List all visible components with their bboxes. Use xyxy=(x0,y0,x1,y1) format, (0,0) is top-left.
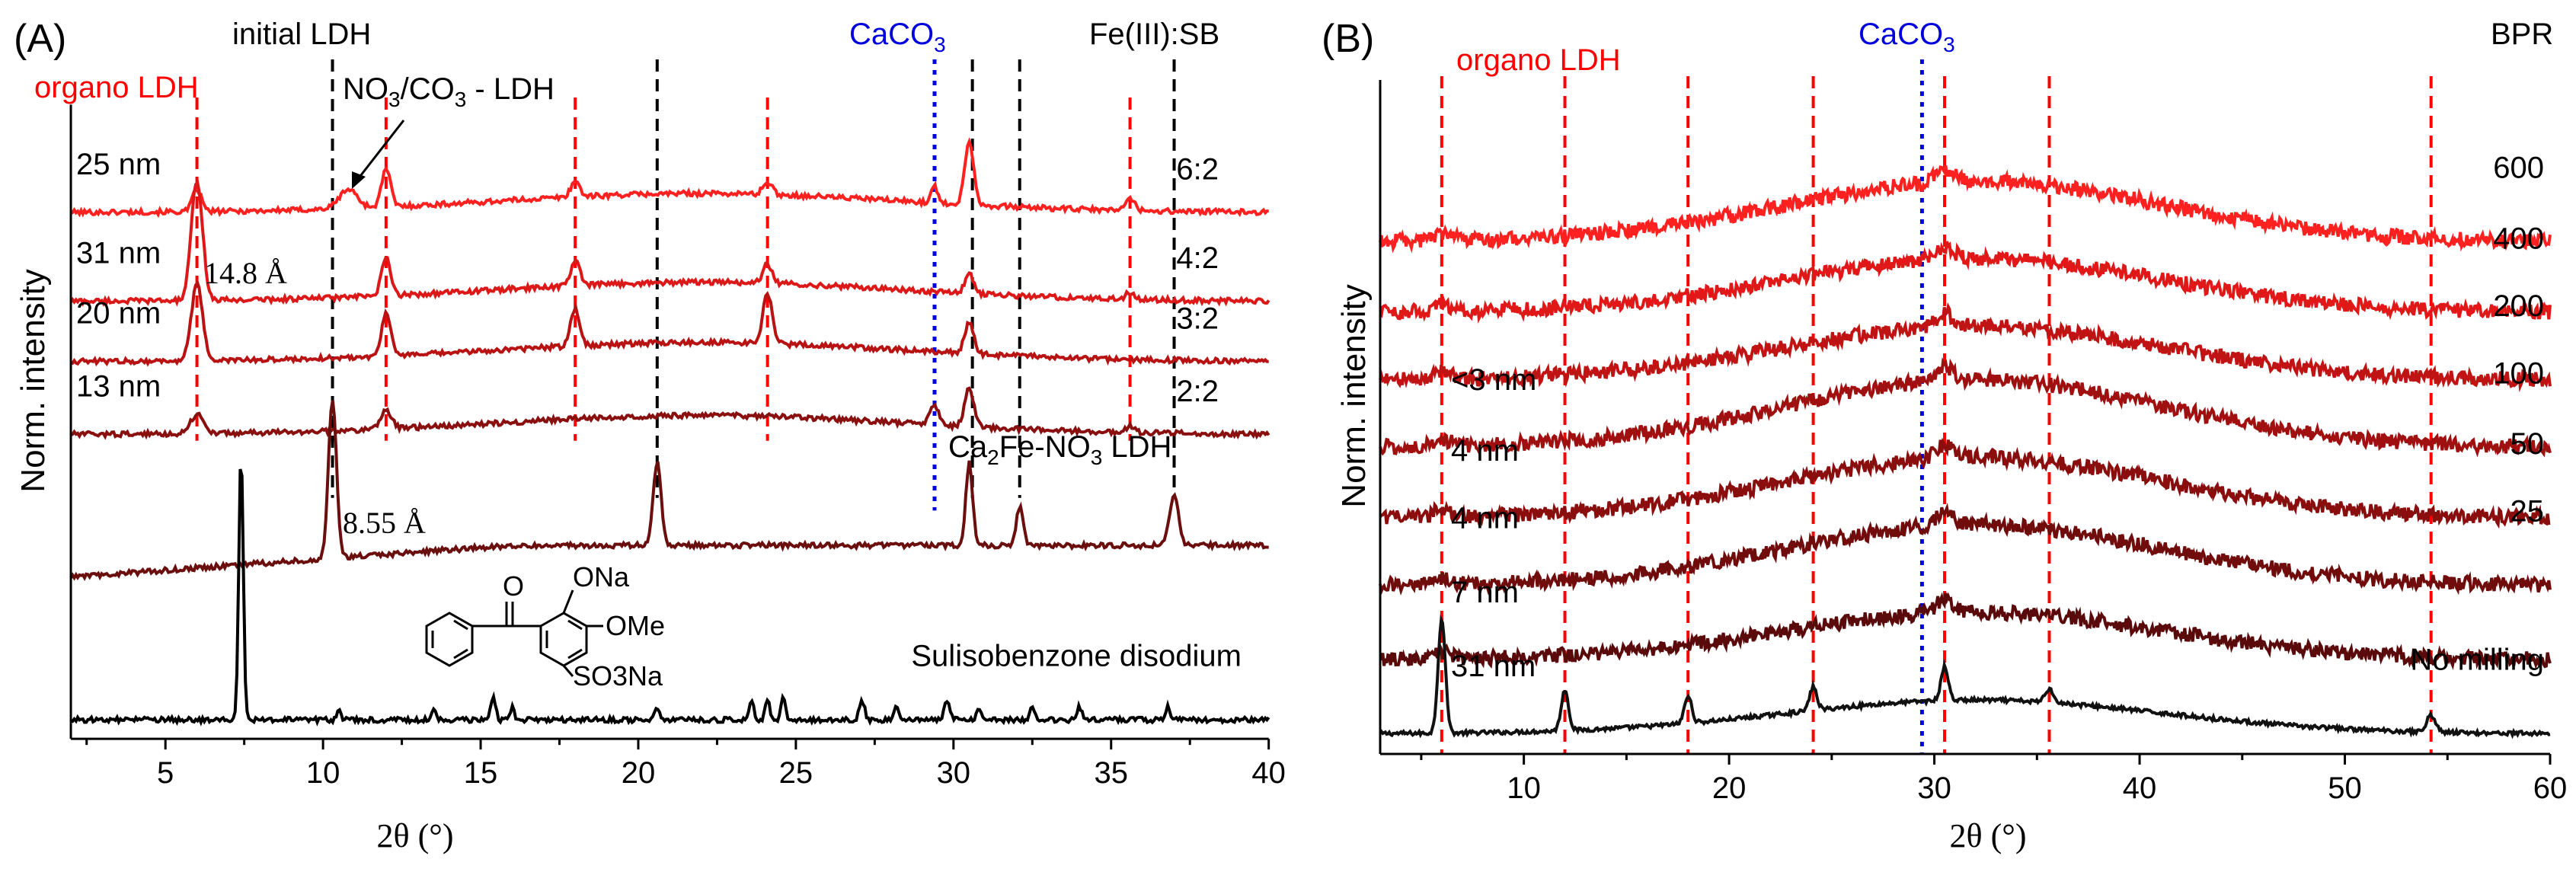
panel-a-crystallite-size: 25 nm xyxy=(76,148,161,181)
panel-a-x-tick-label: 15 xyxy=(464,756,498,790)
panel-a-axes xyxy=(69,104,1269,740)
panel-b-x-tick-label: 10 xyxy=(1507,771,1541,805)
panel-a: (A) initial LDH CaCO3 Fe(III):SB organo … xyxy=(14,17,1286,854)
panel-a-y-label: Norm. intensity xyxy=(14,269,52,492)
panel-a-series: 6:2 25 nm 4:2 31 nm 3:2 20 nm 2:2 13 nm Sulisobe… xyxy=(69,137,1270,727)
panel-b: (B) organo LDH CaCO3 BPR 600 400 200 100 <3 … xyxy=(1322,17,2567,854)
panel-a-crystallite-size: 20 nm xyxy=(76,297,161,331)
panel-a-nitrate-annotation: NO3/CO3 - LDH xyxy=(343,72,555,111)
molecule-carbonyl-o: O xyxy=(503,570,524,602)
panel-a-organo-header: organo LDH xyxy=(34,71,199,104)
panel-a-nitrate-arrowhead xyxy=(352,171,366,189)
panel-a-series-line xyxy=(69,400,1269,582)
panel-b-x-tick-label: 50 xyxy=(2328,771,2362,805)
panel-a-x-tick-label: 35 xyxy=(1095,756,1129,790)
panel-b-x-tick-label: 60 xyxy=(2533,771,2568,805)
panel-a-series-ratio-label: 4:2 xyxy=(1176,241,1219,275)
panel-b-series-bpr-label: No milling xyxy=(2410,643,2544,676)
sulisobenzone-structure xyxy=(425,589,603,677)
panel-b-series-bpr-label: 50 xyxy=(2510,427,2545,461)
panel-a-x-tick-label: 20 xyxy=(622,756,656,790)
panel-b-series-line xyxy=(1379,437,2551,529)
molecule-ona: ONa xyxy=(573,561,630,593)
panel-b-series-bpr-label: 25 xyxy=(2510,495,2545,529)
panel-b-label: (B) xyxy=(1322,17,1374,61)
panel-b-x-tick-label: 30 xyxy=(1917,771,1951,805)
panel-a-x-tick-label: 5 xyxy=(157,756,174,790)
panel-a-series-line xyxy=(70,137,1269,219)
panel-b-series-line xyxy=(1379,503,2552,596)
panel-a-x-tick-label: 40 xyxy=(1251,756,1286,790)
panel-a-series-line xyxy=(70,468,1270,727)
panel-b-x-tick-label: 40 xyxy=(2123,771,2157,805)
panel-b-series-bpr-label: 400 xyxy=(2493,222,2544,255)
panel-b-caco3-header: CaCO3 xyxy=(1858,18,1955,56)
panel-b-crystallite-size: <3 nm xyxy=(1451,363,1536,397)
panel-b-crystallite-size: 4 nm xyxy=(1451,502,1519,535)
panel-b-series-line xyxy=(1379,614,2551,739)
benzene-ring-left xyxy=(425,612,474,667)
panel-a-ratio-header: Fe(III):SB xyxy=(1089,18,1219,51)
panel-a-d-spacing-initial: 8.55 Å xyxy=(343,506,426,540)
panel-a-series-line xyxy=(70,279,1269,367)
panel-a-cafe-label: Ca2Fe-NO3 LDH xyxy=(948,430,1171,469)
panel-b-series-line xyxy=(1379,164,2552,254)
panel-b-axes xyxy=(1379,80,2550,755)
panel-a-d-spacing-organo: 14.8 Å xyxy=(204,256,287,290)
panel-b-series-line xyxy=(1379,241,2552,324)
panel-a-ticks: 5 10 15 20 25 30 35 40 xyxy=(85,739,1286,790)
panel-b-series-line xyxy=(1379,302,2552,393)
panel-b-series-bpr-label: 600 xyxy=(2493,151,2544,184)
panel-b-x-tick-label: 20 xyxy=(1712,771,1747,805)
panel-b-organo-header: organo LDH xyxy=(1456,43,1621,77)
panel-a-x-label: 2θ (°) xyxy=(377,817,454,854)
panel-b-series-bpr-label: 200 xyxy=(2493,289,2544,323)
panel-b-series-line xyxy=(1379,592,2552,670)
panel-a-series-ratio-label: 6:2 xyxy=(1176,153,1219,187)
panel-b-series: 600 400 200 100 <3 nm 50 4 nm 25 4 nm 7 nm No mill… xyxy=(1379,151,2552,739)
panel-a-initial-header: initial LDH xyxy=(232,18,371,51)
panel-a-crystallite-size: 31 nm xyxy=(76,237,161,270)
panel-a-caco3-header: CaCO3 xyxy=(849,18,946,56)
panel-b-crystallite-size: 4 nm xyxy=(1451,434,1519,468)
panel-a-series-name-label: Sulisobenzone disodium xyxy=(911,639,1242,672)
panel-b-crystallite-size: 7 nm xyxy=(1451,576,1519,609)
molecule-ome: OMe xyxy=(606,610,665,641)
panel-b-crystallite-size: 31 nm xyxy=(1451,650,1536,683)
panel-b-series-line xyxy=(1379,357,2552,458)
panel-a-nitrate-arrow xyxy=(356,120,405,180)
panel-a-x-tick-label: 25 xyxy=(779,756,813,790)
panel-b-series-bpr-label: 100 xyxy=(2493,356,2544,390)
panel-a-crystallite-size: 13 nm xyxy=(76,369,161,403)
panel-a-series-line xyxy=(70,386,1270,440)
panel-b-ticks: 10 20 30 40 50 60 xyxy=(1420,754,2568,805)
panel-a-x-tick-label: 10 xyxy=(306,756,340,790)
panel-b-x-label: 2θ (°) xyxy=(1950,817,2027,854)
panel-a-label: (A) xyxy=(14,17,66,61)
panel-b-ratio-header: BPR xyxy=(2491,18,2553,51)
panel-a-series-ratio-label: 2:2 xyxy=(1176,375,1219,408)
panel-a-series-line xyxy=(69,179,1270,307)
panel-a-series-ratio-label: 3:2 xyxy=(1176,302,1219,335)
molecule-so3na: SO3Na xyxy=(573,660,663,692)
panel-b-y-label: Norm. intensity xyxy=(1335,284,1373,507)
panel-a-x-tick-label: 30 xyxy=(937,756,971,790)
